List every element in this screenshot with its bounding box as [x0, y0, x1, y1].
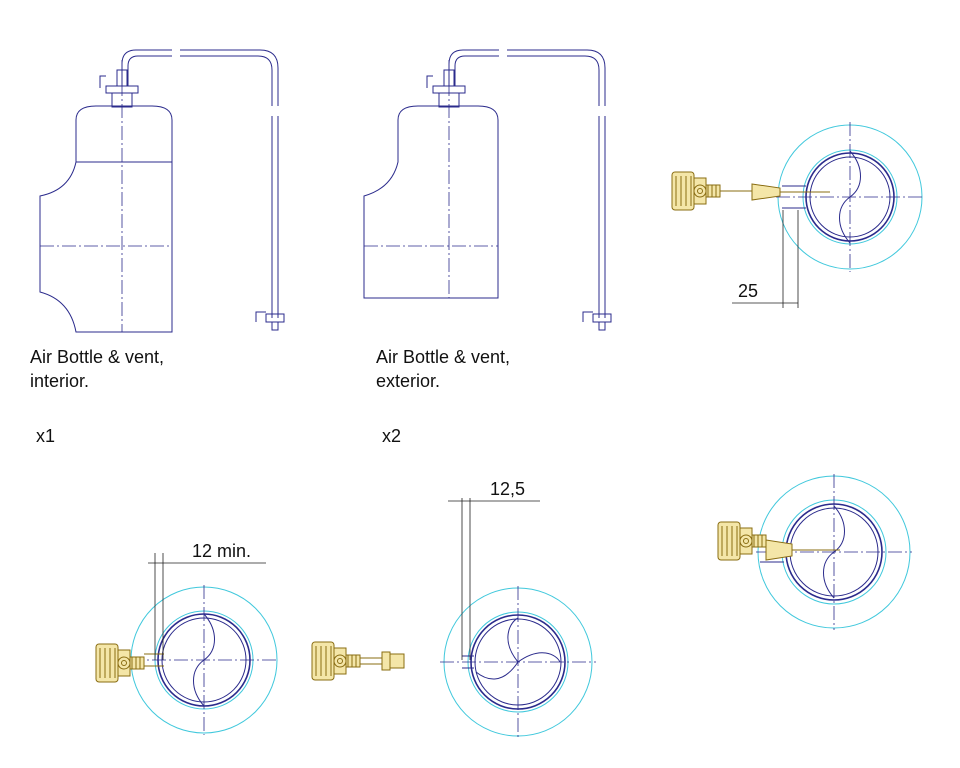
- loose-valve-assembly: [311, 641, 405, 681]
- dimension-label-12-min: 12 min.: [192, 541, 252, 561]
- interior-title-line1: Air Bottle & vent,: [30, 347, 165, 367]
- dimension-label-12-5: 12,5: [490, 479, 526, 499]
- vent-section-bottom-middle: [440, 586, 596, 738]
- exterior-title-line2: exterior.: [376, 371, 441, 391]
- vent-section-bottom-left: [95, 585, 278, 735]
- interior-quantity: x1: [36, 426, 56, 446]
- exterior-quantity: x2: [382, 426, 402, 446]
- interior-vent-pipe: [121, 49, 285, 331]
- vent-section-top-right: [671, 122, 924, 272]
- exterior-title-line1: Air Bottle & vent,: [376, 347, 511, 367]
- interior-title-line2: interior.: [30, 371, 90, 391]
- interior-air-bottle: [39, 60, 173, 333]
- dimension-12-min: [148, 553, 266, 660]
- exterior-air-bottle: [363, 60, 499, 299]
- exterior-vent-pipe: [448, 49, 612, 331]
- vent-section-bottom-right: [717, 474, 912, 630]
- dimension-25: [732, 210, 799, 308]
- dimension-label-25: 25: [738, 281, 759, 301]
- dimension-12-5: [448, 498, 540, 660]
